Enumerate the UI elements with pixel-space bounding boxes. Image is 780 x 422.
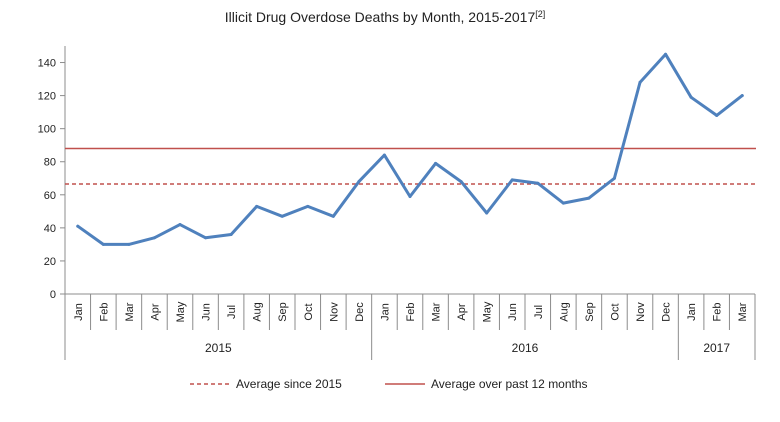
x-tick-label: Jun [201, 303, 213, 321]
chart-title-superscript: [2] [535, 9, 545, 19]
data-point [204, 236, 208, 240]
data-point [408, 194, 412, 198]
data-point [587, 196, 591, 200]
y-tick-label: 140 [38, 58, 56, 70]
x-tick-label: Mar [431, 302, 443, 321]
data-point [612, 176, 616, 180]
x-tick-label: Jul [533, 305, 545, 319]
x-tick-label: Jan [379, 303, 391, 321]
year-label: 2015 [205, 341, 232, 355]
chart-title-text: Illicit Drug Overdose Deaths by Month, 2… [225, 9, 536, 25]
x-tick-label: May [482, 301, 494, 322]
x-tick-label: Mar [737, 302, 749, 321]
data-point [689, 95, 693, 99]
reference-lines [65, 147, 756, 185]
x-tick-label: Feb [405, 303, 417, 322]
data-point [357, 180, 361, 184]
y-tick-label: 20 [44, 256, 56, 268]
x-tick-label: Dec [354, 302, 366, 322]
series-line [76, 52, 744, 246]
x-tick-label: Aug [252, 302, 264, 322]
data-point [715, 113, 719, 117]
x-tick-label: Aug [558, 302, 570, 322]
x-axis: Jan Feb Mar Apr May Jun Jul Aug Sep Oct Nov Dec Jan F… [64, 293, 756, 360]
legend-label: Average over past 12 months [431, 377, 588, 391]
data-point [101, 242, 105, 246]
x-tick-label: Apr [149, 303, 161, 320]
data-point [664, 52, 668, 56]
data-point [331, 214, 335, 218]
chart-title: Illicit Drug Overdose Deaths by Month, 2… [225, 9, 546, 25]
data-point [127, 242, 131, 246]
y-tick-label: 100 [38, 124, 56, 136]
x-tick-label: Dec [661, 302, 673, 322]
y-tick-label: 80 [44, 157, 56, 169]
x-tick-label: Jun [507, 303, 519, 321]
y-tick-label: 0 [50, 289, 56, 301]
data-point [76, 224, 80, 228]
y-tick-label: 40 [44, 223, 56, 235]
data-point [306, 204, 310, 208]
data-point [434, 161, 438, 165]
x-tick-label: Feb [712, 303, 724, 322]
data-point [255, 204, 259, 208]
data-point [459, 180, 463, 184]
legend-label: Average since 2015 [236, 377, 342, 391]
data-point [536, 181, 540, 185]
x-tick-label: Apr [456, 303, 468, 320]
x-tick-label: Mar [124, 302, 136, 321]
x-tick-label: Sep [277, 302, 289, 322]
data-point [178, 223, 182, 227]
x-tick-label: Feb [98, 303, 110, 322]
x-tick-label: Nov [328, 302, 340, 322]
data-point [561, 201, 565, 205]
year-label: 2016 [512, 341, 539, 355]
data-point [740, 94, 744, 98]
data-point [638, 80, 642, 84]
x-tick-label: Oct [609, 303, 621, 320]
x-tick-label: Oct [303, 303, 315, 320]
y-tick-label: 120 [38, 91, 56, 103]
x-tick-label: Sep [584, 302, 596, 322]
x-tick-label: May [175, 301, 187, 322]
data-point [510, 178, 514, 182]
data-point [152, 236, 156, 240]
x-tick-label: Jul [226, 305, 238, 319]
year-label: 2017 [703, 341, 730, 355]
data-point [485, 211, 489, 215]
legend: Average since 2015 Average over past 12 m… [190, 377, 588, 391]
x-tick-label: Jan [73, 303, 85, 321]
data-point [229, 232, 233, 236]
data-point [280, 214, 284, 218]
x-tick-label: Jan [686, 303, 698, 321]
y-axis: 0 20 40 60 80 100 120 140 [38, 46, 66, 301]
x-tick-label: Nov [635, 302, 647, 322]
series-layer [76, 52, 744, 246]
y-tick-label: 60 [44, 190, 56, 202]
data-point [382, 153, 386, 157]
